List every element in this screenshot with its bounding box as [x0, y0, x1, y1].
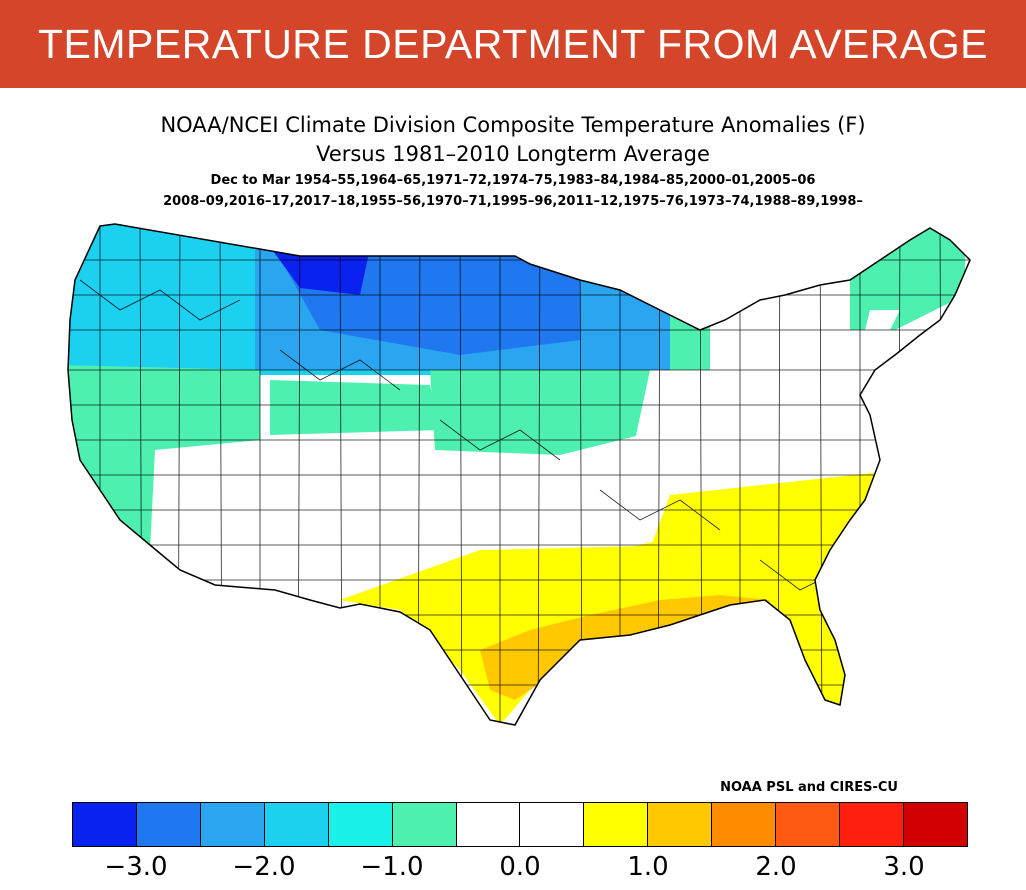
years-line-2: 2008–09,2016–17,2017–18,1955–56,1970–71,… [163, 194, 863, 209]
region-new-england-north [850, 224, 965, 330]
us-outline [67, 223, 971, 726]
legend-swatch [328, 803, 393, 846]
credit-label: NOAA PSL and CIRES-CU [720, 780, 898, 795]
legend-tick-label: 3.0 [883, 852, 925, 882]
legend-tick-label: −2.0 [232, 852, 296, 882]
legend-swatch [136, 803, 201, 846]
region-colorado-wyoming [270, 380, 440, 435]
legend-tick-label: −3.0 [104, 852, 168, 882]
map-title: NOAA/NCEI Climate Division Composite Tem… [160, 113, 866, 137]
legend-swatch [264, 803, 329, 846]
legend-tick-label: 1.0 [627, 852, 669, 882]
legend-swatch [903, 803, 967, 846]
years-line-1: Dec to Mar 1954–55,1964–65,1971–72,1974–… [210, 173, 816, 188]
banner-title: TEMPERATURE DEPARTMENT FROM AVERAGE [38, 20, 988, 67]
legend-tick-label: −1.0 [360, 852, 424, 882]
legend-swatch [648, 803, 713, 846]
legend-swatch [200, 803, 265, 846]
us-climate-division-map [67, 223, 971, 726]
title-banner: TEMPERATURE DEPARTMENT FROM AVERAGE [0, 0, 1026, 88]
legend-tick-label: 2.0 [755, 852, 797, 882]
legend-swatch [840, 803, 904, 846]
region-southeast [620, 470, 900, 720]
map-subtitle: Versus 1981–2010 Longterm Average [316, 142, 710, 166]
region-vermont-neutral [865, 310, 900, 330]
legend-swatch [392, 803, 457, 846]
region-upper-midwest [430, 370, 660, 455]
legend-swatch [776, 803, 841, 846]
legend-swatch [520, 803, 585, 846]
color-legend [72, 802, 968, 847]
legend-swatch [456, 803, 521, 846]
legend-tick-label: 0.0 [499, 852, 541, 882]
legend-swatch [712, 803, 777, 846]
legend-swatch [584, 803, 649, 846]
legend-swatch [73, 803, 137, 846]
